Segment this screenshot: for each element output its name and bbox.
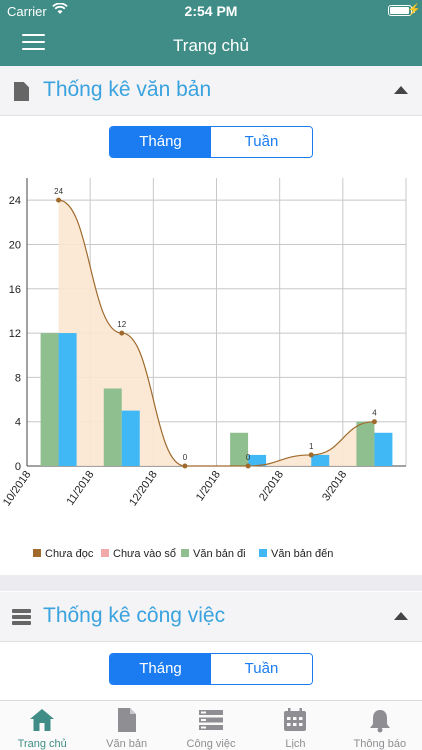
bar-incoming <box>58 333 77 466</box>
x-tick-label: 1/2018 <box>194 469 223 503</box>
section-title-documents: Thống kê văn bản <box>43 78 212 101</box>
unread-point <box>56 197 62 203</box>
legend-label: Văn bản đi <box>193 548 246 560</box>
bar-outgoing <box>40 333 59 466</box>
x-tick-label: 10/2018 <box>1 469 34 508</box>
document-icon <box>117 708 136 732</box>
tab-calendar[interactable]: Lịch <box>253 701 337 750</box>
section-divider <box>0 575 422 591</box>
y-tick-label: 4 <box>15 417 21 429</box>
bar-incoming <box>374 432 393 466</box>
x-tick-label: 11/2018 <box>64 469 96 508</box>
segment-week[interactable]: Tuần <box>211 654 312 684</box>
collapse-caret-icon[interactable] <box>394 86 408 94</box>
legend-swatch <box>181 549 189 557</box>
bar-outgoing <box>356 421 375 466</box>
y-tick-label: 12 <box>9 328 21 340</box>
home-icon <box>30 709 55 731</box>
bar-incoming <box>121 410 140 466</box>
legend-swatch <box>101 549 109 557</box>
section-title-tasks: Thống kê công việc <box>43 604 226 627</box>
x-tick-label: 2/2018 <box>257 469 286 503</box>
data-label: 4 <box>372 409 377 418</box>
bell-icon <box>369 710 390 733</box>
y-tick-label: 8 <box>15 372 21 384</box>
page-title: Trang chủ <box>173 36 249 55</box>
unread-point <box>308 452 314 458</box>
tab-home[interactable]: Trang chủ <box>0 701 84 750</box>
tab-documents[interactable]: Văn bản <box>84 701 168 750</box>
hamburger-menu-icon[interactable] <box>22 34 45 52</box>
tab-tasks[interactable]: Công việc <box>169 701 253 750</box>
section-header-documents[interactable]: Thống kê văn bản <box>0 66 422 116</box>
bar-incoming <box>311 454 330 466</box>
unread-area <box>58 200 375 466</box>
collapse-caret-icon[interactable] <box>394 612 408 620</box>
x-tick-label: 3/2018 <box>320 469 349 503</box>
section-header-tasks[interactable]: Thống kê công việc <box>0 592 422 642</box>
data-label: 12 <box>117 320 126 329</box>
tab-label: Văn bản <box>106 738 148 750</box>
period-segmented-control: Tháng Tuần <box>109 126 313 158</box>
legend-label: Văn bản đến <box>271 548 333 560</box>
battery-icon <box>388 5 412 16</box>
y-tick-label: 0 <box>15 461 21 473</box>
wifi-icon <box>52 2 68 18</box>
legend-swatch <box>33 549 41 557</box>
tab-label: Thông báo <box>353 738 407 750</box>
bar-incoming <box>248 454 267 466</box>
tab-label: Trang chủ <box>17 738 67 750</box>
y-tick-label: 24 <box>9 195 21 207</box>
segment-month[interactable]: Tháng <box>110 127 211 157</box>
tab-label: Lịch <box>285 738 306 750</box>
tasks-icon <box>199 710 224 730</box>
data-label: 1 <box>309 442 314 451</box>
charging-icon: ⚡ <box>407 4 421 16</box>
tab-bar: Trang chủ Văn bản Công việc Lịch Thông b… <box>0 700 422 750</box>
x-tick-label: 12/2018 <box>127 469 160 508</box>
tab-notifications[interactable]: Thông báo <box>338 701 422 750</box>
unread-point <box>182 463 188 469</box>
data-label: 24 <box>54 187 63 196</box>
y-tick-label: 20 <box>9 239 21 251</box>
unread-point <box>371 419 377 425</box>
legend-swatch <box>259 549 267 557</box>
nav-bar: Trang chủ <box>0 22 422 66</box>
tab-label: Công việc <box>186 738 236 750</box>
document-stats-chart: 0 4 8 12 16 20 24 24 12 0 0 1 4 10/2018 11/2018 12/2018… <box>1 178 407 560</box>
calendar-icon <box>284 708 307 731</box>
document-icon <box>14 82 29 101</box>
segment-week[interactable]: Tuần <box>211 127 312 157</box>
data-label: 0 <box>246 453 251 462</box>
status-bar: Carrier 2:54 PM ⚡ <box>0 0 422 22</box>
unread-point <box>119 330 125 336</box>
clock: 2:54 PM <box>184 3 238 19</box>
legend-label: Chưa vào sổ <box>113 548 176 560</box>
legend-label: Chưa đọc <box>45 548 94 560</box>
segment-month[interactable]: Tháng <box>110 654 211 684</box>
bar-outgoing <box>230 432 249 466</box>
bar-outgoing <box>103 388 122 466</box>
y-tick-label: 16 <box>9 284 21 296</box>
battery-tip <box>413 8 415 13</box>
list-icon <box>12 609 31 626</box>
unread-point <box>245 463 251 469</box>
carrier-label: Carrier <box>7 4 47 19</box>
task-period-segmented-control: Tháng Tuần <box>109 653 313 685</box>
data-label: 0 <box>183 453 188 462</box>
